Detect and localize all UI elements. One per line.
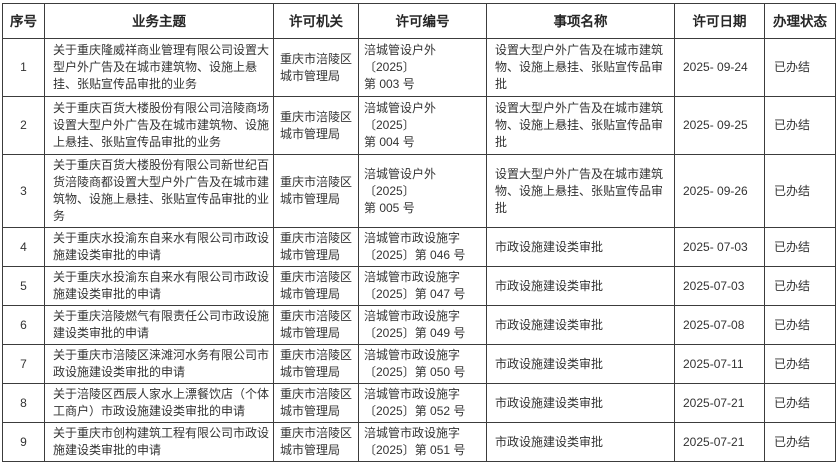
table-row: 9 关于重庆市创构建筑工程有限公司市政设施建设类审批的申请 重庆市涪陵区 城市管… — [2, 422, 836, 462]
cell-subject: 关于重庆隆威祥商业管理有限公司设置大型户外广告及在城市建筑物、设施上悬挂、张贴宣… — [44, 38, 274, 97]
col-header-permit-date: 许可日期 — [674, 3, 765, 39]
cell-item-name: 设置大型户外广告及在城市建筑物、设施上悬挂、张贴宣传品审批 — [486, 38, 675, 97]
cell-permit-date: 2025-07-21 — [674, 422, 765, 462]
cell-permit-no: 涪城管市政设施字 〔2025〕第 050 号 — [358, 344, 487, 384]
cell-subject: 关于重庆水投渝东自来水有限公司市政设施建设类审批的申请 — [44, 266, 274, 306]
cell-subject: 关于重庆市创构建筑工程有限公司市政设施建设类审批的申请 — [44, 422, 274, 462]
cell-subject: 关于涪陵区西辰人家水上漂餐饮店（个体工商户）市政设施建设类审批的申请 — [44, 383, 274, 423]
cell-permit-no: 涪城管设户外〔2025〕 第 004 号 — [358, 96, 487, 155]
cell-subject: 关于重庆涪陵燃气有限责任公司市政设施建设类审批的申请 — [44, 305, 274, 345]
cell-authority: 重庆市涪陵区 城市管理局 — [273, 154, 359, 228]
cell-authority: 重庆市涪陵区 城市管理局 — [273, 266, 359, 306]
cell-index: 2 — [2, 96, 45, 155]
col-header-status: 办理状态 — [764, 3, 836, 39]
cell-status: 已办结 — [764, 344, 836, 384]
cell-item-name: 市政设施建设类审批 — [486, 227, 675, 267]
table-row: 1 关于重庆隆威祥商业管理有限公司设置大型户外广告及在城市建筑物、设施上悬挂、张… — [2, 38, 836, 97]
cell-item-name: 市政设施建设类审批 — [486, 305, 675, 345]
cell-item-name: 设置大型户外广告及在城市建筑物、设施上悬挂、张贴宣传品审批 — [486, 96, 675, 155]
cell-status: 已办结 — [764, 227, 836, 267]
cell-status: 已办结 — [764, 154, 836, 228]
cell-authority: 重庆市涪陵区 城市管理局 — [273, 383, 359, 423]
cell-index: 8 — [2, 383, 45, 423]
cell-index: 7 — [2, 344, 45, 384]
cell-index: 4 — [2, 227, 45, 267]
col-header-permit-no: 许可编号 — [358, 3, 487, 39]
cell-subject: 关于重庆百货大楼股份有限公司新世纪百货涪陵商都设置大型户外广告及在城市建筑物、设… — [44, 154, 274, 228]
col-header-authority: 许可机关 — [273, 3, 359, 39]
cell-authority: 重庆市涪陵区 城市管理局 — [273, 344, 359, 384]
cell-status: 已办结 — [764, 305, 836, 345]
cell-index: 5 — [2, 266, 45, 306]
cell-permit-date: 2025-07-08 — [674, 305, 765, 345]
cell-status: 已办结 — [764, 266, 836, 306]
cell-index: 3 — [2, 154, 45, 228]
cell-subject: 关于重庆市涪陵区涞滩河水务有限公司市政设施建设类审批的申请 — [44, 344, 274, 384]
table-row: 2 关于重庆百货大楼股份有限公司涪陵商场设置大型户外广告及在城市建筑物、设施上悬… — [2, 96, 836, 155]
cell-status: 已办结 — [764, 422, 836, 462]
cell-permit-date: 2025- 09-26 — [674, 154, 765, 228]
table-row: 8 关于涪陵区西辰人家水上漂餐饮店（个体工商户）市政设施建设类审批的申请 重庆市… — [2, 383, 836, 423]
col-header-index: 序号 — [2, 3, 45, 39]
cell-permit-no: 涪城管设户外〔2025〕 第 003 号 — [358, 38, 487, 97]
table-row: 5 关于重庆水投渝东自来水有限公司市政设施建设类审批的申请 重庆市涪陵区 城市管… — [2, 266, 836, 306]
cell-permit-date: 2025-07-21 — [674, 383, 765, 423]
cell-authority: 重庆市涪陵区 城市管理局 — [273, 227, 359, 267]
cell-status: 已办结 — [764, 383, 836, 423]
cell-permit-no: 涪城管市政设施字 〔2025〕第 046 号 — [358, 227, 487, 267]
table-row: 6 关于重庆涪陵燃气有限责任公司市政设施建设类审批的申请 重庆市涪陵区 城市管理… — [2, 305, 836, 345]
cell-index: 1 — [2, 38, 45, 97]
cell-authority: 重庆市涪陵区 城市管理局 — [273, 422, 359, 462]
cell-permit-date: 2025- 09-25 — [674, 96, 765, 155]
permit-list-page: 序号 业务主题 许可机关 许可编号 事项名称 许可日期 办理状态 1 关于重庆隆… — [2, 3, 836, 462]
cell-permit-no: 涪城管市政设施字 〔2025〕第 051 号 — [358, 422, 487, 462]
cell-index: 6 — [2, 305, 45, 345]
cell-permit-no: 涪城管市政设施字 〔2025〕第 049 号 — [358, 305, 487, 345]
table-row: 7 关于重庆市涪陵区涞滩河水务有限公司市政设施建设类审批的申请 重庆市涪陵区 城… — [2, 344, 836, 384]
cell-item-name: 市政设施建设类审批 — [486, 422, 675, 462]
cell-item-name: 设置大型户外广告及在城市建筑物、设施上悬挂、张贴宣传品审批 — [486, 154, 675, 228]
cell-authority: 重庆市涪陵区 城市管理局 — [273, 38, 359, 97]
permit-table: 序号 业务主题 许可机关 许可编号 事项名称 许可日期 办理状态 1 关于重庆隆… — [2, 3, 836, 462]
table-row: 3 关于重庆百货大楼股份有限公司新世纪百货涪陵商都设置大型户外广告及在城市建筑物… — [2, 154, 836, 228]
col-header-subject: 业务主题 — [44, 3, 274, 39]
cell-index: 9 — [2, 422, 45, 462]
cell-item-name: 市政设施建设类审批 — [486, 266, 675, 306]
table-header-row: 序号 业务主题 许可机关 许可编号 事项名称 许可日期 办理状态 — [2, 3, 836, 39]
cell-permit-no: 涪城管市政设施字 〔2025〕第 052 号 — [358, 383, 487, 423]
cell-subject: 关于重庆水投渝东自来水有限公司市政设施建设类审批的申请 — [44, 227, 274, 267]
cell-item-name: 市政设施建设类审批 — [486, 383, 675, 423]
cell-permit-no: 涪城管市政设施字 〔2025〕第 047 号 — [358, 266, 487, 306]
cell-authority: 重庆市涪陵区 城市管理局 — [273, 305, 359, 345]
cell-item-name: 市政设施建设类审批 — [486, 344, 675, 384]
cell-permit-no: 涪城管设户外〔2025〕 第 005 号 — [358, 154, 487, 228]
cell-subject: 关于重庆百货大楼股份有限公司涪陵商场设置大型户外广告及在城市建筑物、设施上悬挂、… — [44, 96, 274, 155]
cell-permit-date: 2025-07-03 — [674, 266, 765, 306]
table-row: 4 关于重庆水投渝东自来水有限公司市政设施建设类审批的申请 重庆市涪陵区 城市管… — [2, 227, 836, 267]
cell-status: 已办结 — [764, 96, 836, 155]
cell-permit-date: 2025-07-11 — [674, 344, 765, 384]
cell-authority: 重庆市涪陵区 城市管理局 — [273, 96, 359, 155]
cell-permit-date: 2025- 07-03 — [674, 227, 765, 267]
col-header-item-name: 事项名称 — [486, 3, 675, 39]
cell-permit-date: 2025- 09-24 — [674, 38, 765, 97]
cell-status: 已办结 — [764, 38, 836, 97]
